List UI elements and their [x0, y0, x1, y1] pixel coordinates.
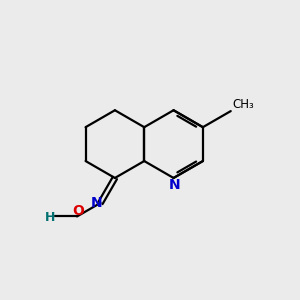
Text: O: O — [73, 204, 85, 218]
Text: N: N — [90, 196, 102, 210]
Text: CH₃: CH₃ — [232, 98, 254, 111]
Text: H: H — [45, 211, 55, 224]
Text: N: N — [168, 178, 180, 192]
